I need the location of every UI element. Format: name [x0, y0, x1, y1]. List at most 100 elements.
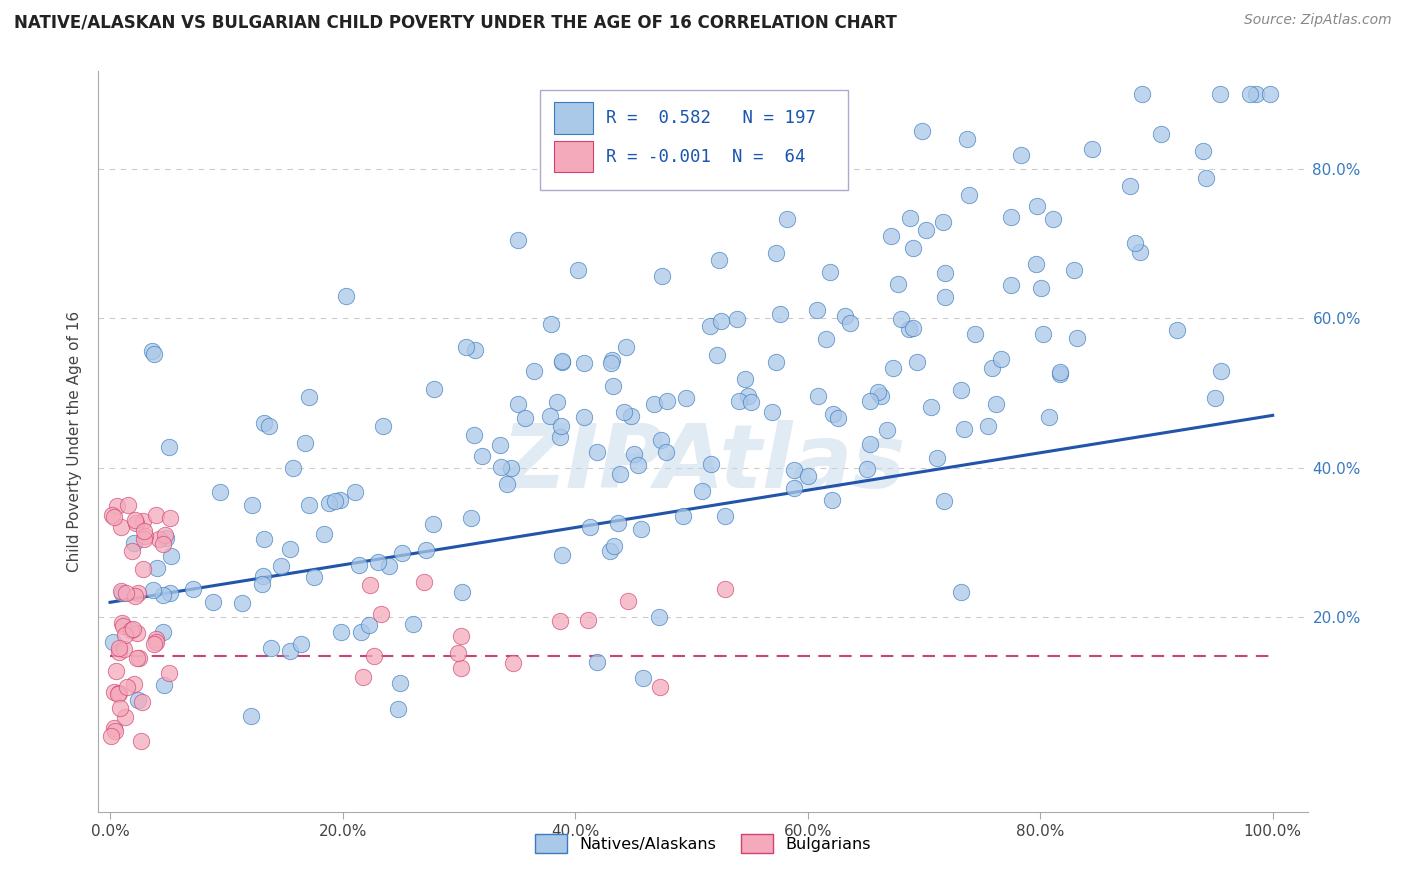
Point [122, 536, 145, 550]
Point [934, 266, 956, 280]
Point [1194, 171, 1216, 186]
Point [655, 445, 678, 459]
Point [181, 582, 204, 596]
Point [765, 246, 787, 260]
Text: Source: ZipAtlas.com: Source: ZipAtlas.com [1244, 13, 1392, 28]
Point [700, 457, 723, 471]
Point [278, 644, 301, 658]
Point [389, 676, 412, 690]
Point [378, 558, 401, 573]
Point [990, 351, 1012, 366]
Point [1239, 87, 1261, 101]
Point [111, 585, 134, 599]
Point [103, 509, 125, 524]
Point [600, 356, 623, 370]
Point [100, 729, 122, 743]
Point [540, 317, 562, 331]
Point [125, 625, 148, 640]
Point [783, 463, 806, 477]
Point [633, 671, 655, 685]
Point [506, 397, 529, 411]
Point [329, 624, 352, 639]
Point [146, 560, 169, 574]
Point [104, 664, 127, 678]
Point [111, 616, 134, 631]
Point [713, 582, 735, 597]
Point [1129, 245, 1152, 260]
Point [934, 290, 956, 304]
Point [1026, 199, 1049, 213]
Point [586, 655, 609, 669]
Point [363, 649, 385, 664]
Point [898, 211, 921, 225]
Point [464, 343, 486, 357]
Point [551, 354, 574, 368]
Point [145, 635, 167, 649]
Point [672, 508, 695, 523]
Point [155, 527, 177, 541]
Point [1032, 327, 1054, 342]
Point [548, 614, 571, 628]
Point [920, 401, 942, 415]
Point [834, 309, 856, 323]
Point [270, 558, 292, 573]
Point [253, 417, 276, 431]
Point [110, 584, 132, 599]
Point [797, 469, 820, 483]
Point [551, 355, 574, 369]
Point [107, 687, 129, 701]
Point [952, 422, 974, 436]
Point [925, 450, 948, 465]
Point [499, 461, 522, 475]
Point [496, 477, 519, 491]
Point [776, 212, 799, 227]
Point [827, 411, 849, 425]
Point [120, 623, 142, 637]
Point [761, 405, 783, 419]
Point [152, 536, 174, 550]
Point [142, 347, 165, 361]
Point [623, 447, 645, 461]
Point [447, 646, 470, 660]
Point [613, 405, 636, 419]
Point [252, 569, 274, 583]
Point [1150, 127, 1173, 141]
Legend: Natives/Alaskans, Bulgarians: Natives/Alaskans, Bulgarians [529, 828, 877, 859]
Point [117, 680, 139, 694]
Point [859, 437, 882, 451]
Point [103, 722, 125, 736]
Point [1049, 367, 1071, 381]
Point [131, 694, 153, 708]
Point [128, 651, 150, 665]
Point [807, 389, 830, 403]
Point [253, 533, 276, 547]
Point [821, 493, 844, 508]
Point [343, 484, 366, 499]
Point [600, 353, 623, 368]
Text: ZIPAtlas: ZIPAtlas [501, 420, 905, 508]
Point [132, 514, 155, 528]
Point [370, 607, 392, 621]
Point [101, 508, 124, 522]
Point [159, 586, 181, 600]
Point [359, 577, 381, 591]
Point [463, 428, 485, 442]
Point [574, 410, 596, 425]
Point [821, 407, 844, 421]
Point [1080, 142, 1102, 156]
Point [323, 494, 346, 508]
Point [450, 629, 472, 643]
Point [1191, 144, 1213, 158]
Point [107, 641, 129, 656]
Point [911, 124, 934, 138]
Point [502, 656, 524, 670]
Point [643, 397, 665, 411]
Point [915, 222, 938, 236]
Point [110, 520, 132, 534]
Point [1119, 179, 1142, 194]
Point [298, 390, 321, 404]
Point [318, 496, 340, 510]
Point [630, 522, 652, 536]
Point [576, 613, 599, 627]
Point [932, 493, 955, 508]
